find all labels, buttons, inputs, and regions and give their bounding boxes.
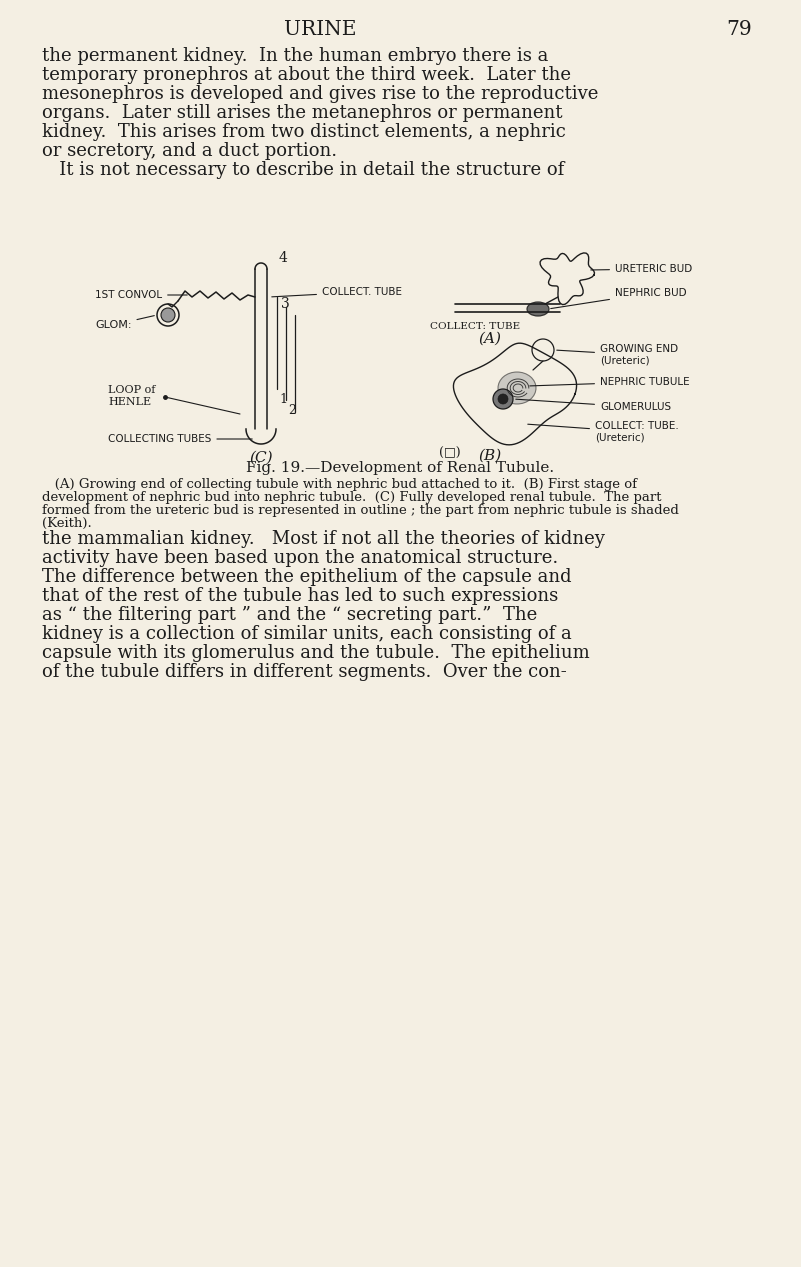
Text: that of the rest of the tubule has led to such expressions: that of the rest of the tubule has led t… — [42, 587, 558, 606]
Text: (Keith).: (Keith). — [42, 517, 92, 530]
Circle shape — [157, 304, 179, 326]
Text: activity have been based upon the anatomical structure.: activity have been based upon the anatom… — [42, 549, 558, 568]
Text: COLLECT: TUBE.
(Ureteric): COLLECT: TUBE. (Ureteric) — [528, 421, 678, 442]
Text: (A): (A) — [478, 332, 501, 346]
Text: of the tubule differs in different segments.  Over the con-: of the tubule differs in different segme… — [42, 663, 567, 680]
Text: (B): (B) — [478, 449, 501, 462]
Text: The difference between the epithelium of the capsule and: The difference between the epithelium of… — [42, 568, 572, 587]
Text: LOOP of: LOOP of — [108, 385, 155, 395]
Text: GROWING END
(Ureteric): GROWING END (Ureteric) — [557, 345, 678, 366]
Ellipse shape — [498, 372, 536, 404]
Circle shape — [493, 389, 513, 409]
Text: capsule with its glomerulus and the tubule.  The epithelium: capsule with its glomerulus and the tubu… — [42, 644, 590, 661]
Text: GLOMERULUS: GLOMERULUS — [516, 399, 671, 412]
Text: mesonephros is developed and gives rise to the reproductive: mesonephros is developed and gives rise … — [42, 85, 598, 103]
Text: COLLECTING TUBES: COLLECTING TUBES — [108, 435, 252, 443]
Text: (A) Growing end of collecting tubule with nephric bud attached to it.  (B) First: (A) Growing end of collecting tubule wit… — [42, 478, 637, 492]
Text: as “ the filtering part ” and the “ secreting part.”  The: as “ the filtering part ” and the “ secr… — [42, 606, 537, 625]
Text: 3: 3 — [281, 296, 290, 310]
Text: GLOM:: GLOM: — [95, 315, 155, 329]
Text: NEPHRIC TUBULE: NEPHRIC TUBULE — [529, 378, 690, 386]
Text: COLLECT: TUBE: COLLECT: TUBE — [430, 322, 520, 331]
Text: (□): (□) — [439, 447, 461, 460]
Text: COLLECT. TUBE: COLLECT. TUBE — [272, 288, 402, 296]
Text: 1ST CONVOL: 1ST CONVOL — [95, 290, 187, 300]
Text: or secretory, and a duct portion.: or secretory, and a duct portion. — [42, 142, 337, 160]
Ellipse shape — [527, 302, 549, 315]
Text: Fig. 19.—Development of Renal Tubule.: Fig. 19.—Development of Renal Tubule. — [246, 461, 554, 475]
Text: the mammalian kidney.   Most if not all the theories of kidney: the mammalian kidney. Most if not all th… — [42, 530, 605, 549]
Text: 1: 1 — [279, 393, 287, 405]
Circle shape — [161, 308, 175, 322]
Text: formed from the ureteric bud is represented in outline ; the part from nephric t: formed from the ureteric bud is represen… — [42, 504, 679, 517]
Text: 4: 4 — [279, 251, 288, 265]
Text: 79: 79 — [727, 20, 752, 39]
Text: It is not necessary to describe in detail the structure of: It is not necessary to describe in detai… — [42, 161, 564, 179]
Text: URINE: URINE — [284, 20, 356, 39]
Text: kidney is a collection of similar units, each consisting of a: kidney is a collection of similar units,… — [42, 625, 572, 642]
Text: temporary pronephros at about the third week.  Later the: temporary pronephros at about the third … — [42, 66, 571, 84]
Text: organs.  Later still arises the metanephros or permanent: organs. Later still arises the metanephr… — [42, 104, 562, 122]
Text: the permanent kidney.  In the human embryo there is a: the permanent kidney. In the human embry… — [42, 47, 549, 65]
Text: kidney.  This arises from two distinct elements, a nephric: kidney. This arises from two distinct el… — [42, 123, 566, 141]
Text: development of nephric bud into nephric tubule.  (C) Fully developed renal tubul: development of nephric bud into nephric … — [42, 492, 662, 504]
Text: (C): (C) — [249, 451, 273, 465]
Circle shape — [498, 394, 508, 404]
Text: 2: 2 — [288, 404, 296, 417]
Text: NEPHRIC BUD: NEPHRIC BUD — [551, 288, 686, 309]
Text: URETERIC BUD: URETERIC BUD — [591, 264, 692, 274]
Text: HENLE: HENLE — [108, 397, 151, 407]
